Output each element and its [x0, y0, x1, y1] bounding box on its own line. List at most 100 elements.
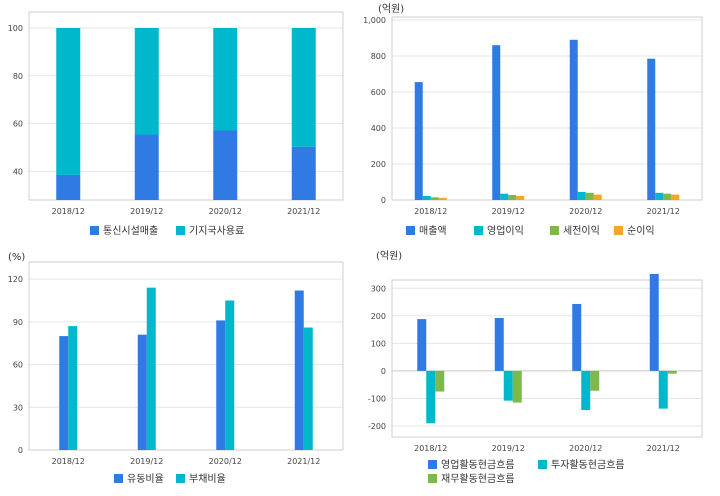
- x-tick-label: 2020/12: [569, 444, 602, 453]
- bar-영업이익: [655, 192, 664, 200]
- chart-2: 0 200 400 600 800 1,000(억원) 2018/12 2019/12 2020…: [363, 3, 703, 237]
- chart-1: 40 60 80 100 2018/12 2019/12 2020/12 2021/12 통신시…: [8, 11, 344, 237]
- y-tick-label: 800: [371, 52, 386, 61]
- bar-부채비율: [68, 326, 78, 450]
- bar-재무활동현금흐름: [667, 370, 677, 374]
- y-tick-label: -100: [368, 394, 386, 403]
- x-tick-label: 2019/12: [492, 444, 525, 453]
- x-tick-label: 2019/12: [130, 207, 163, 216]
- legend-swatch: [538, 460, 547, 469]
- bar-유동비율: [137, 334, 147, 450]
- bar-세전이익: [585, 192, 594, 200]
- y-tick-label: 200: [371, 312, 386, 321]
- y-tick-label: 300: [371, 284, 386, 293]
- y-tick-label: 30: [13, 403, 23, 412]
- y-tick-label: 0: [18, 446, 23, 455]
- bar-재무활동현금흐름: [512, 370, 522, 403]
- legend-label: 기지국사용료: [189, 225, 244, 237]
- y-tick-label: 120: [8, 275, 23, 284]
- unit-label: (억원): [376, 250, 402, 262]
- legend-item: 영업활동현금흐름: [428, 458, 515, 471]
- y-tick-label: 60: [13, 120, 23, 129]
- bar-영업활동현금흐름: [417, 319, 427, 371]
- x-tick-label: 2021/12: [647, 207, 680, 216]
- legend-item: 기지국사용료: [176, 225, 244, 237]
- bar-통신시설매출: [213, 130, 238, 200]
- bar-투자활동현금흐름: [503, 370, 513, 401]
- legend-swatch: [176, 226, 185, 235]
- bar-부채비율: [146, 287, 156, 450]
- x-tick-label: 2018/12: [414, 207, 447, 216]
- plot-frame: [28, 261, 344, 451]
- legend-swatch: [428, 474, 437, 483]
- bar-유동비율: [59, 336, 69, 450]
- legend-item: 세전이익: [550, 225, 600, 237]
- bar-세전이익: [508, 194, 517, 200]
- y-tick-label: 40: [13, 167, 23, 176]
- y-tick-label: 600: [371, 88, 386, 97]
- legend-label: 매출액: [419, 225, 447, 237]
- y-tick-label: 1,000: [363, 16, 386, 25]
- x-tick-label: 2020/12: [209, 457, 242, 466]
- bar-부채비율: [303, 327, 313, 450]
- bar-부채비율: [225, 300, 235, 450]
- bar-영업이익: [500, 193, 509, 200]
- bar-영업활동현금흐름: [572, 303, 582, 371]
- y-tick-label: 0: [381, 196, 386, 205]
- legend-swatch: [406, 226, 415, 235]
- legend-swatch: [114, 474, 123, 483]
- x-tick-label: 2020/12: [569, 207, 602, 216]
- y-tick-label: 90: [13, 318, 23, 327]
- bar-기지국사용료: [134, 28, 159, 135]
- x-tick-label: 2021/12: [647, 444, 680, 453]
- y-tick-label: 100: [371, 339, 386, 348]
- legend-swatch: [176, 474, 185, 483]
- legend-label: 통신시설매출: [103, 225, 158, 237]
- y-tick-label: 100: [8, 24, 23, 33]
- bar-매출액: [492, 45, 501, 201]
- plot-frame: [391, 279, 703, 438]
- legend-item: 영업이익: [474, 224, 524, 237]
- legend-swatch: [428, 460, 437, 469]
- bar-영업활동현금흐름: [494, 318, 504, 371]
- unit-label: (%): [8, 252, 25, 263]
- bar-영업활동현금흐름: [649, 273, 659, 371]
- bar-영업이익: [577, 191, 586, 200]
- bar-순이익: [593, 194, 602, 200]
- chart-4: -200 -100 0 100 200 300 (억원) 2018/12 2019/12 2020…: [368, 250, 703, 485]
- x-tick-label: 2021/12: [287, 457, 320, 466]
- y-tick-label: 0: [381, 367, 386, 376]
- bar-재무활동현금흐름: [590, 370, 600, 391]
- bar-투자활동현금흐름: [658, 370, 668, 409]
- x-tick-label: 2018/12: [414, 444, 447, 453]
- legend-item: 매출액: [406, 225, 447, 237]
- bar-기지국사용료: [56, 28, 81, 175]
- y-tick-label: 200: [371, 160, 386, 169]
- legend-swatch: [614, 226, 623, 235]
- bar-기지국사용료: [213, 28, 238, 131]
- y-tick-label: 60: [13, 361, 23, 370]
- legend-label: 영업이익: [487, 224, 524, 237]
- x-tick-label: 2020/12: [209, 207, 242, 216]
- legend-item: 재무활동현금흐름: [428, 472, 515, 485]
- unit-label: (억원): [378, 3, 404, 15]
- bar-통신시설매출: [134, 134, 159, 200]
- x-tick-label: 2019/12: [492, 207, 525, 216]
- legend-swatch: [474, 226, 483, 235]
- bar-영업이익: [422, 196, 431, 200]
- bar-통신시설매출: [56, 174, 81, 200]
- bar-투자활동현금흐름: [426, 370, 436, 424]
- x-tick-label: 2021/12: [287, 207, 320, 216]
- bar-세전이익: [663, 193, 672, 200]
- legend-label: 영업활동현금흐름: [441, 458, 515, 471]
- bar-유동비율: [216, 320, 226, 450]
- legend-label: 순이익: [627, 225, 655, 237]
- bar-유동비율: [294, 290, 304, 450]
- x-tick-label: 2018/12: [52, 207, 85, 216]
- legend-label: 부채비율: [189, 473, 226, 485]
- y-tick-label: 400: [371, 124, 386, 133]
- bar-순이익: [438, 197, 447, 200]
- legend-label: 투자활동현금흐름: [551, 458, 625, 471]
- legend-label: 세전이익: [563, 225, 600, 237]
